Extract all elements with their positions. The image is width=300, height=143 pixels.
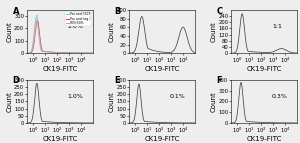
Text: B: B	[115, 7, 121, 16]
Text: D: D	[13, 76, 20, 85]
Y-axis label: Count: Count	[7, 21, 13, 42]
X-axis label: CK19-FITC: CK19-FITC	[144, 136, 180, 142]
Y-axis label: Count: Count	[109, 91, 115, 112]
Y-axis label: Count: Count	[109, 21, 115, 42]
Y-axis label: Count: Count	[211, 21, 217, 42]
Text: C: C	[217, 7, 223, 16]
Text: 2.0%: 2.0%	[68, 24, 84, 29]
Text: 1.0%: 1.0%	[68, 94, 84, 99]
X-axis label: CK19-FITC: CK19-FITC	[42, 136, 78, 142]
Text: 0.1%: 0.1%	[170, 94, 186, 99]
Y-axis label: Count: Count	[211, 91, 217, 112]
Text: 1:1: 1:1	[272, 24, 282, 29]
X-axis label: CK19-FITC: CK19-FITC	[246, 136, 282, 142]
Text: A: A	[13, 7, 19, 16]
Text: E: E	[115, 76, 120, 85]
X-axis label: CK19-FITC: CK19-FITC	[42, 66, 78, 72]
Text: 0.3%: 0.3%	[272, 94, 288, 99]
X-axis label: CK19-FITC: CK19-FITC	[144, 66, 180, 72]
Y-axis label: Count: Count	[7, 91, 13, 112]
X-axis label: CK19-FITC: CK19-FITC	[246, 66, 282, 72]
Text: F: F	[217, 76, 222, 85]
Legend: Pos and CK19, Pos and neg /, 50%/50%: Pos and CK19, Pos and neg /, 50%/50%	[65, 12, 91, 26]
